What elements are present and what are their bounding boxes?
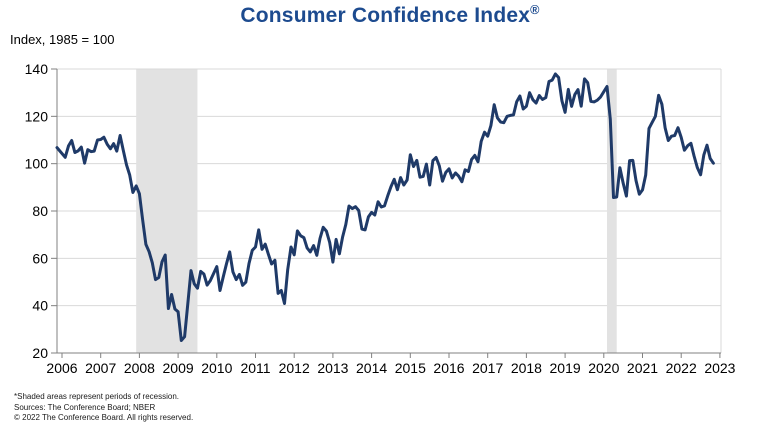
footnote-recession: *Shaded areas represent periods of reces…	[14, 392, 179, 401]
y-axis-tick-labels: 20 40 60 80 100 120 140	[25, 61, 49, 361]
x-tick-label: 2012	[279, 360, 310, 376]
x-tick-label: 2023	[704, 360, 735, 376]
cci-line	[55, 72, 715, 342]
x-tick-label: 2020	[588, 360, 619, 376]
x-tick-label: 2018	[511, 360, 542, 376]
x-tick-label: 2016	[433, 360, 464, 376]
y-tick-label: 80	[32, 203, 48, 219]
x-tick-label: 2011	[240, 360, 270, 376]
y-tick-label: 100	[25, 156, 49, 172]
x-tick-label: 2008	[124, 360, 155, 376]
x-tick-label: 2007	[85, 360, 116, 376]
footnote-copyright: © 2022 The Conference Board. All rights …	[14, 413, 194, 422]
x-tick-label: 2021	[627, 360, 658, 376]
y-tick-label: 20	[32, 345, 48, 361]
x-tick-label: 2014	[356, 360, 387, 376]
chart-title-text: Consumer Confidence Index	[240, 4, 531, 27]
y-tick-label: 120	[25, 108, 49, 124]
y-tick-label: 40	[32, 298, 48, 314]
registered-trademark-symbol: ®	[530, 3, 540, 17]
recession-band	[607, 69, 617, 353]
x-axis-tick-labels: 2006 2007 2008 2009 2010 2011 2012 2013 2014 2015…	[46, 360, 735, 376]
chart-title: Consumer Confidence Index®	[0, 3, 780, 28]
x-tick-label: 2010	[201, 360, 232, 376]
footnote-sources: Sources: The Conference Board; NBER	[14, 402, 156, 412]
x-tick-label: 2006	[46, 360, 77, 376]
y-axis-unit-label: Index, 1985 = 100	[10, 32, 115, 47]
y-tick-label: 60	[32, 250, 48, 266]
chart-footnotes: *Shaded areas represent periods of reces…	[14, 392, 193, 424]
axes	[51, 68, 721, 358]
x-tick-label: 2015	[395, 360, 426, 376]
x-tick-label: 2022	[666, 360, 697, 376]
y-tick-label: 140	[25, 61, 49, 77]
x-tick-label: 2009	[163, 360, 194, 376]
x-tick-label: 2017	[472, 360, 503, 376]
x-tick-label: 2019	[550, 360, 581, 376]
x-tick-label: 2013	[317, 360, 348, 376]
